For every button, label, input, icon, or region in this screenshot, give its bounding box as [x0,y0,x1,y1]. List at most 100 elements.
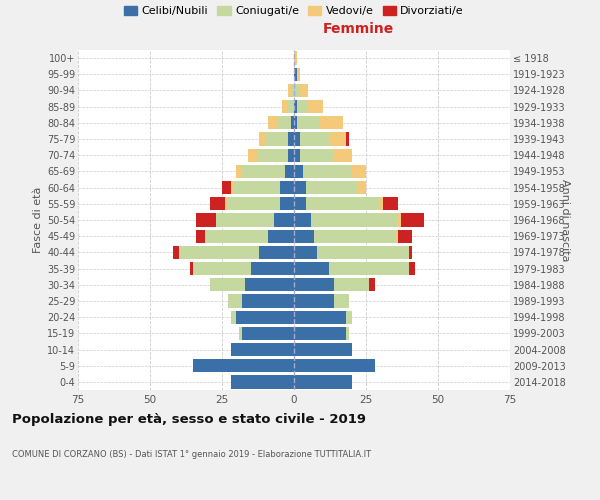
Bar [236,310,294,324]
Bar [205,230,268,243]
Bar [305,197,380,210]
Bar [294,294,334,308]
Bar [230,310,236,324]
Bar [294,132,300,145]
Bar [294,376,352,388]
Bar [346,326,349,340]
Bar [288,100,294,114]
Bar [230,343,294,356]
Bar [383,197,398,210]
Bar [320,116,343,130]
Text: COMUNE DI CORZANO (BS) - Dati ISTAT 1° gennaio 2019 - Elaborazione TUTTITALIA.IT: COMUNE DI CORZANO (BS) - Dati ISTAT 1° g… [12,450,371,459]
Y-axis label: Anni di nascita: Anni di nascita [560,179,569,261]
Bar [302,165,352,178]
Bar [288,84,291,97]
Bar [283,100,288,114]
Bar [190,262,193,275]
Bar [193,359,294,372]
Bar [297,68,300,81]
Bar [196,214,216,226]
Bar [294,214,311,226]
Bar [294,310,346,324]
Bar [346,132,349,145]
Bar [297,100,308,114]
Bar [334,294,349,308]
Bar [346,310,352,324]
Bar [277,116,291,130]
Bar [294,84,300,97]
Bar [233,181,280,194]
Bar [291,116,294,130]
Bar [173,246,179,259]
Bar [294,165,302,178]
Bar [230,376,294,388]
Bar [380,197,383,210]
Bar [294,148,300,162]
Bar [294,116,297,130]
Bar [398,214,401,226]
Bar [369,278,374,291]
Bar [211,278,245,291]
Bar [268,230,294,243]
Bar [274,214,294,226]
Bar [251,262,294,275]
Bar [225,197,228,210]
Bar [305,181,358,194]
Bar [222,181,230,194]
Bar [259,132,265,145]
Text: Femmine: Femmine [323,22,394,36]
Bar [294,100,297,114]
Bar [329,132,346,145]
Bar [228,294,242,308]
Bar [228,197,280,210]
Bar [334,148,352,162]
Bar [395,230,398,243]
Bar [248,148,257,162]
Bar [294,359,374,372]
Bar [294,181,305,194]
Bar [193,262,251,275]
Bar [294,246,317,259]
Bar [409,262,415,275]
Bar [300,132,329,145]
Bar [294,230,314,243]
Bar [288,132,294,145]
Bar [211,197,225,210]
Y-axis label: Fasce di età: Fasce di età [32,187,43,253]
Bar [300,84,308,97]
Bar [294,343,352,356]
Bar [259,246,294,259]
Bar [409,246,412,259]
Text: Popolazione per età, sesso e stato civile - 2019: Popolazione per età, sesso e stato civil… [12,412,366,426]
Bar [280,181,294,194]
Bar [311,214,398,226]
Bar [230,181,233,194]
Bar [329,262,409,275]
Bar [196,230,205,243]
Bar [242,326,294,340]
Bar [245,278,294,291]
Bar [257,148,288,162]
Bar [286,165,294,178]
Bar [236,165,242,178]
Bar [242,165,286,178]
Bar [401,214,424,226]
Bar [317,246,409,259]
Bar [216,214,274,226]
Bar [268,116,277,130]
Bar [398,230,412,243]
Bar [308,100,323,114]
Bar [179,246,259,259]
Bar [291,84,294,97]
Bar [294,278,334,291]
Bar [242,294,294,308]
Bar [288,148,294,162]
Bar [280,197,294,210]
Legend: Celibi/Nubili, Coniugati/e, Vedovi/e, Divorziati/e: Celibi/Nubili, Coniugati/e, Vedovi/e, Di… [119,1,469,20]
Bar [297,116,320,130]
Bar [294,326,346,340]
Bar [300,148,334,162]
Bar [265,132,288,145]
Bar [294,197,305,210]
Bar [352,165,366,178]
